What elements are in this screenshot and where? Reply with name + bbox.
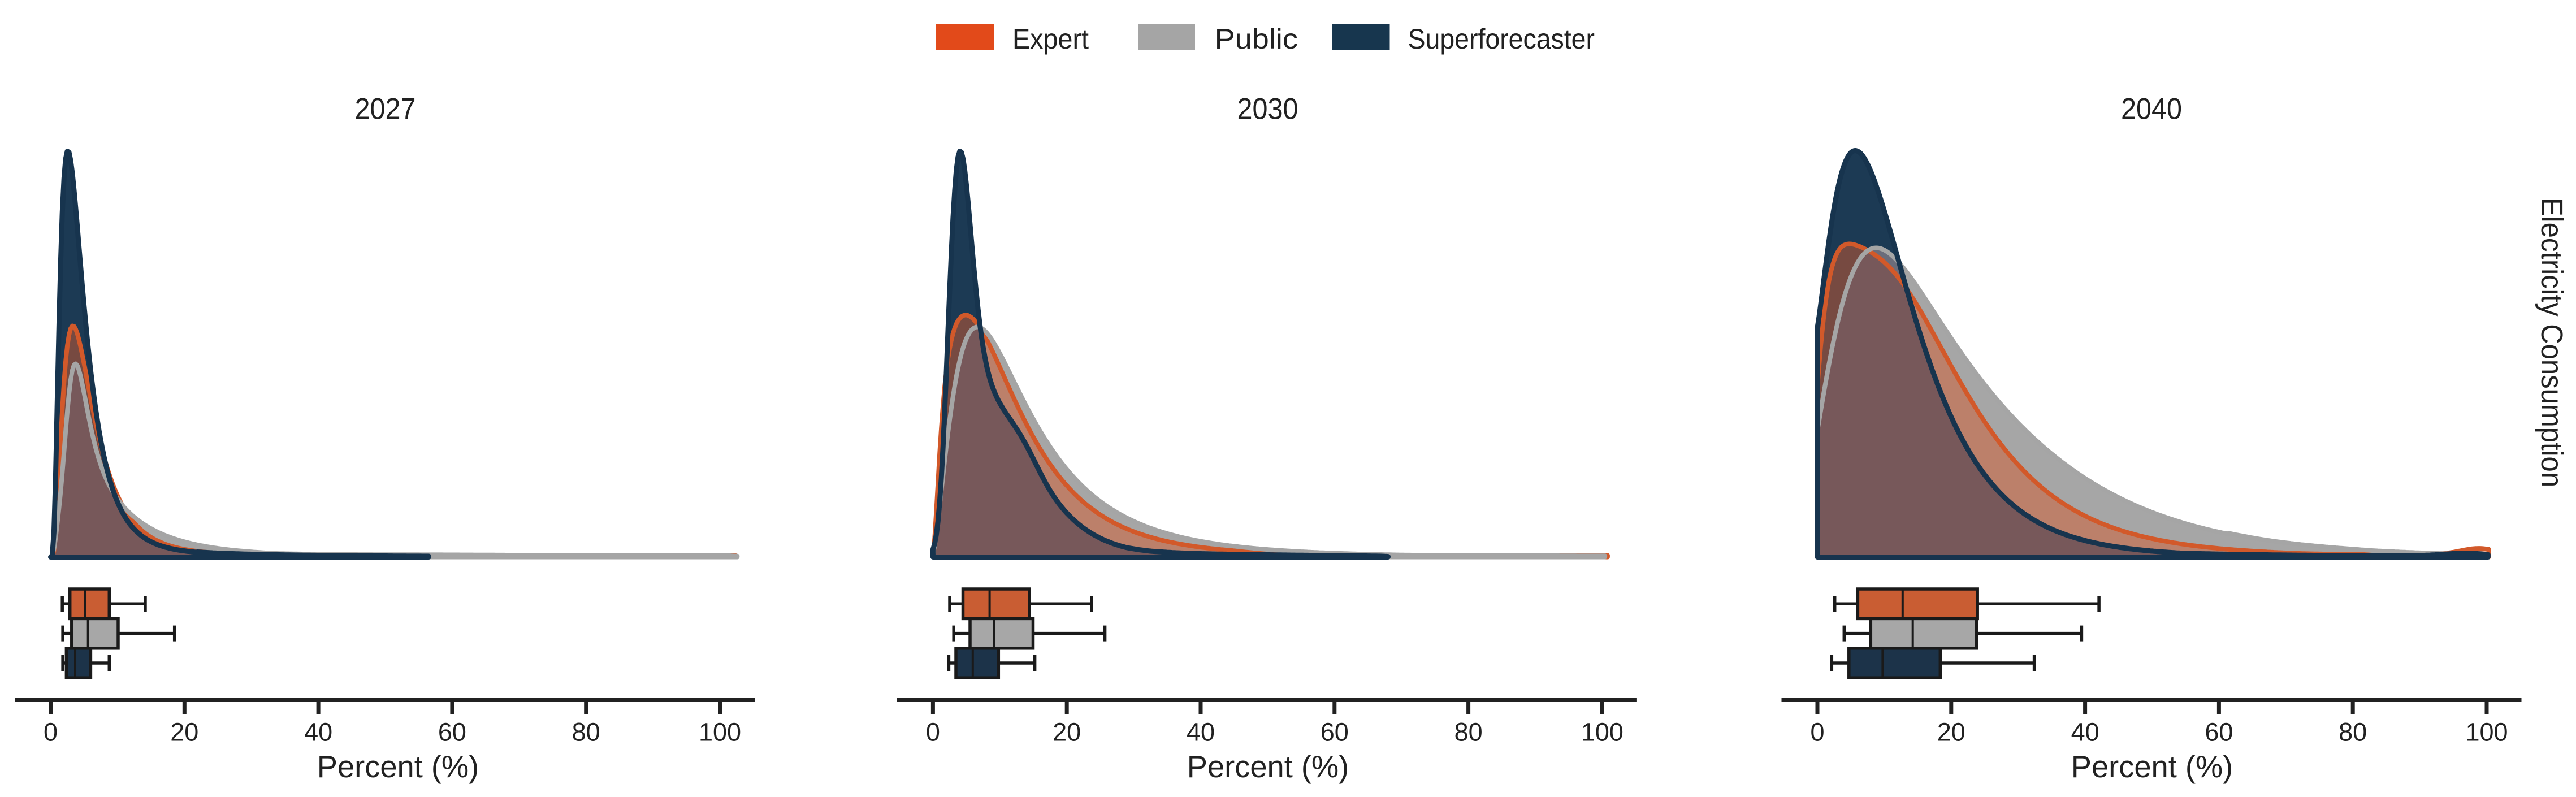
svg-text:20: 20 [1937,718,1965,747]
svg-text:2040: 2040 [2121,92,2182,125]
svg-text:80: 80 [572,718,600,747]
svg-text:2027: 2027 [355,92,416,125]
svg-text:Percent (%): Percent (%) [1187,749,1349,784]
svg-text:80: 80 [1454,718,1483,747]
svg-text:2030: 2030 [1237,92,1298,125]
svg-text:60: 60 [2205,718,2233,747]
svg-text:Percent (%): Percent (%) [317,749,479,784]
svg-text:0: 0 [926,718,940,747]
svg-text:40: 40 [304,718,332,747]
svg-text:Expert: Expert [1012,23,1089,55]
svg-text:Superforecaster: Superforecaster [1408,23,1595,55]
svg-text:100: 100 [2465,718,2508,747]
svg-text:Public: Public [1215,23,1298,55]
svg-text:40: 40 [1187,718,1215,747]
svg-text:40: 40 [2071,718,2099,747]
svg-text:Electricity Consumption: Electricity Consumption [2535,198,2569,487]
svg-text:20: 20 [1053,718,1081,747]
svg-text:0: 0 [44,718,58,747]
svg-text:60: 60 [438,718,466,747]
svg-text:80: 80 [2339,718,2367,747]
svg-text:20: 20 [170,718,198,747]
svg-text:Percent (%): Percent (%) [2071,749,2233,784]
svg-text:100: 100 [699,718,741,747]
svg-text:0: 0 [1810,718,1824,747]
svg-text:60: 60 [1321,718,1349,747]
svg-text:100: 100 [1581,718,1623,747]
